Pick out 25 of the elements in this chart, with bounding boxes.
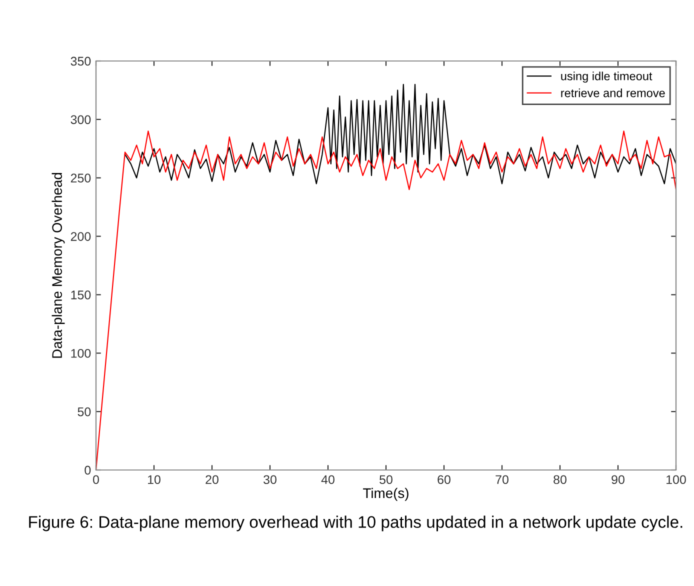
x-tick-label: 30 bbox=[264, 475, 276, 484]
y-tick-label: 100 bbox=[71, 348, 91, 358]
y-tick-label: 300 bbox=[70, 115, 91, 124]
x-tick-label: 50 bbox=[380, 475, 392, 484]
x-tick-label: 70 bbox=[496, 475, 508, 484]
y-tick-label: 200 bbox=[70, 232, 91, 241]
legend-label: using idle timeout bbox=[561, 72, 652, 83]
legend-label: retrieve and remove bbox=[561, 88, 665, 98]
x-tick-label: 80 bbox=[554, 475, 566, 484]
y-tick-label: 250 bbox=[70, 174, 91, 183]
x-tick-label: 0 bbox=[93, 475, 99, 484]
caption: Figure 6: Data-plane memory overhead with 10 paths updated in a network update cycle. bbox=[29, 516, 682, 532]
y-tick-label: 50 bbox=[78, 407, 91, 416]
x-tick-label: 90 bbox=[612, 475, 624, 484]
x-axis-title: Time(s) bbox=[363, 488, 408, 501]
y-tick-label: 350 bbox=[70, 56, 91, 66]
y-axis-title: Data-plane Memory Overhead bbox=[52, 172, 65, 358]
line-series bbox=[124, 84, 676, 184]
x-tick-label: 20 bbox=[206, 475, 218, 484]
x-tick-label: 40 bbox=[321, 475, 334, 484]
x-tick-label: 10 bbox=[148, 475, 160, 484]
y-tick-label: 0 bbox=[84, 466, 91, 475]
y-tick-label: 150 bbox=[71, 290, 91, 300]
x-tick-label: 100 bbox=[666, 475, 686, 484]
x-tick-label: 60 bbox=[438, 475, 450, 484]
